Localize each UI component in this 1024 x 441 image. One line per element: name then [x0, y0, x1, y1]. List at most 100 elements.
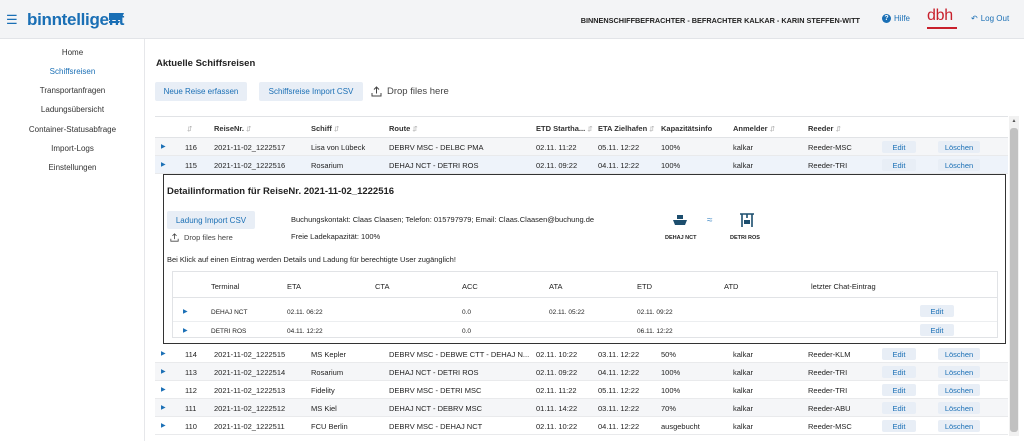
table-header: ⇵ ReiseNr. ⇵ Schiff ⇵ Route ⇵ ETD Starthа..…	[155, 116, 1008, 138]
col-etd[interactable]: ETD Starthа... ⇵	[536, 124, 593, 133]
col-eta[interactable]: ETA Zielhafen ⇵	[598, 124, 655, 133]
table-row[interactable]: ▶ 110 2021-11-02_1222511 FCU Berlin DEBR…	[155, 417, 1008, 435]
detail-title: Detailinformation für ReiseNr. 2021-11-0…	[167, 186, 395, 197]
booking-contact: Buchungskontakt: Claas Claasen; Telefon:…	[291, 215, 595, 224]
new-trip-button[interactable]: Neue Reise erfassen	[155, 82, 247, 101]
expand-caret-icon[interactable]: ▶	[161, 162, 166, 168]
edit-button[interactable]: Edit	[882, 348, 916, 360]
row-reeder: Reeder-KLM	[808, 350, 851, 359]
delete-button[interactable]: Löschen	[938, 366, 980, 378]
sidebar-item-container-statusabfrage[interactable]: Container-Statusabfrage	[28, 125, 117, 134]
row-kapazitaet: 100%	[661, 368, 681, 377]
col-schiff[interactable]: Schiff ⇵	[311, 124, 340, 133]
import-trip-csv-button[interactable]: Schiffsreise Import CSV	[259, 82, 363, 101]
logout-link[interactable]: ↶ Log Out	[971, 14, 1009, 23]
stops-row[interactable]: ▶ DEHAJ NCT 02.11. 06:22 0.0 02.11. 05:2…	[173, 303, 997, 322]
row-schiff: FCU Berlin	[311, 422, 348, 431]
edit-button[interactable]: Edit	[882, 420, 916, 432]
col-reisenr[interactable]: ReiseNr. ⇵	[214, 124, 252, 133]
sidebar-item-schiffsreisen[interactable]: Schiffsreisen	[49, 67, 96, 76]
expand-caret-icon[interactable]: ▶	[161, 405, 166, 411]
stops-col-etd: ETD	[637, 282, 652, 291]
delete-button[interactable]: Löschen	[938, 159, 980, 171]
logo-flag-icon	[109, 13, 124, 23]
help-link[interactable]: ? Hilfe	[882, 14, 910, 23]
delete-button[interactable]: Löschen	[938, 420, 980, 432]
edit-button[interactable]: Edit	[882, 384, 916, 396]
sidebar-item-ladungsuebersicht[interactable]: Ladungsübersicht	[40, 105, 105, 114]
row-reeder: Reeder-ABU	[808, 404, 851, 413]
cargo-import-csv-button[interactable]: Ladung Import CSV	[167, 211, 255, 229]
page-title: Aktuelle Schiffsreisen	[156, 58, 256, 69]
table-row[interactable]: ▶ 112 2021-11-02_1222513 Fidelity DEBRV …	[155, 381, 1008, 399]
row-reeder: Reeder-TRI	[808, 161, 848, 170]
row-route: DEBRV MSC - DEHAJ NCT	[389, 422, 483, 431]
table-row-selected[interactable]: ▶ 115 2021-11-02_1222516 Rosarium DEHAJ …	[155, 156, 1008, 174]
sidebar-item-transportanfragen[interactable]: Transportanfragen	[39, 86, 106, 95]
row-reisenr: 2021-11-02_1222512	[214, 404, 286, 413]
detail-hint: Bei Klick auf einen Eintrag werden Detai…	[167, 255, 456, 264]
row-etd: 02.11. 09:22	[536, 368, 578, 377]
sidebar-item-home[interactable]: Home	[61, 48, 84, 57]
table-row[interactable]: ▶ 113 2021-11-02_1222514 Rosarium DEHAJ …	[155, 363, 1008, 381]
col-route[interactable]: Route ⇵	[389, 124, 418, 133]
col-kapazitaet[interactable]: Kapazitätsinfo	[661, 124, 713, 133]
stops-col-eta: ETA	[287, 282, 302, 291]
edit-button[interactable]: Edit	[882, 402, 916, 414]
row-reeder: Reeder-MSC	[808, 143, 852, 152]
delete-button[interactable]: Löschen	[938, 141, 980, 153]
delete-button[interactable]: Löschen	[938, 402, 980, 414]
stops-col-terminal: Terminal	[211, 282, 240, 291]
delete-button[interactable]: Löschen	[938, 348, 980, 360]
stop-edit-button[interactable]: Edit	[920, 324, 954, 336]
partner-logo-underline	[927, 27, 957, 29]
expand-caret-icon[interactable]: ▶	[161, 351, 166, 357]
app-logo[interactable]: binntelligent	[27, 10, 125, 29]
stops-col-chat: letzter Chat-Eintrag	[811, 282, 876, 291]
row-id: 112	[185, 386, 197, 395]
row-anmelder: kalkar	[733, 422, 754, 431]
cargo-drop-zone[interactable]: Drop files here	[170, 233, 233, 242]
row-eta: 05.11. 12:22	[598, 143, 640, 152]
row-eta: 04.11. 12:22	[598, 368, 640, 377]
row-etd: 01.11. 14:22	[536, 404, 578, 413]
row-reisenr: 2021-11-02_1222516	[214, 161, 286, 170]
delete-button[interactable]: Löschen	[938, 384, 980, 396]
table-scrollbar[interactable]: ▲	[1009, 116, 1019, 436]
expand-caret-icon[interactable]: ▶	[161, 423, 166, 429]
sidebar-item-import-logs[interactable]: Import-Logs	[51, 144, 94, 153]
row-kapazitaet: 70%	[661, 404, 677, 413]
sort-icon[interactable]: ⇵	[187, 126, 193, 133]
row-id: 116	[185, 143, 197, 152]
top-bar: ☰ binntelligent BINNENSCHIFFBEFRACHTER -…	[0, 0, 1024, 39]
expand-caret-icon[interactable]: ▶	[161, 144, 166, 150]
expand-caret-icon[interactable]: ▶	[183, 328, 188, 334]
expand-caret-icon[interactable]: ▶	[161, 369, 166, 375]
stop-eta: 02.11. 06:22	[287, 309, 323, 316]
stops-row[interactable]: ▶ DETRI ROS 04.11. 12:22 0.0 06.11. 12:2…	[173, 322, 997, 341]
table-row[interactable]: ▶ 114 2021-11-02_1222515 MS Kepler DEBRV…	[155, 345, 1008, 363]
stops-table-header: Terminal ETA CTA ACC ATA ETD ATD letzter…	[173, 272, 997, 298]
sidebar-item-einstellungen[interactable]: Einstellungen	[48, 163, 97, 172]
trip-drop-zone[interactable]: Drop files here	[371, 86, 449, 97]
col-reeder[interactable]: Reeder ⇵	[808, 124, 841, 133]
expand-caret-icon[interactable]: ▶	[183, 309, 188, 315]
free-capacity: Freie Ladekapazität: 100%	[291, 232, 381, 241]
stops-col-atd: ATD	[724, 282, 739, 291]
stop-edit-button[interactable]: Edit	[920, 305, 954, 317]
edit-button[interactable]: Edit	[882, 141, 916, 153]
table-row[interactable]: ▶ 116 2021-11-02_1222517 Lisa von Lübeck…	[155, 138, 1008, 156]
partner-logo: dbh	[927, 7, 953, 24]
table-row[interactable]: ▶ 111 2021-11-02_1222512 MS Kiel DEHAJ N…	[155, 399, 1008, 417]
scroll-thumb[interactable]	[1010, 128, 1018, 432]
logout-icon: ↶	[971, 14, 978, 23]
stops-col-cta: CTA	[375, 282, 390, 291]
edit-button[interactable]: Edit	[882, 366, 916, 378]
stop-terminal: DETRI ROS	[211, 328, 247, 335]
expand-caret-icon[interactable]: ▶	[161, 387, 166, 393]
edit-button[interactable]: Edit	[882, 159, 916, 171]
help-label: Hilfe	[894, 14, 911, 23]
col-anmelder[interactable]: Anmelder ⇵	[733, 124, 776, 133]
scroll-up-icon[interactable]: ▲	[1011, 118, 1017, 124]
hamburger-icon[interactable]: ☰	[6, 12, 18, 27]
